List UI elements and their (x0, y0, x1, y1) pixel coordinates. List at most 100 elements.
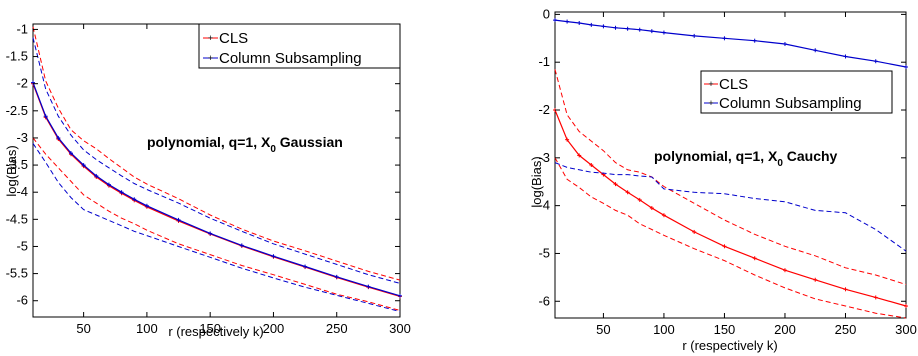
legend-label-cls: CLS (219, 30, 248, 47)
data-point-column-subsampling (56, 135, 61, 140)
data-point-column-subsampling (144, 203, 149, 208)
legend-label-column-subsampling: Column Subsampling (219, 50, 362, 67)
legend-marker-column-subsampling: + (708, 98, 713, 108)
data-point-column-subsampling (132, 197, 137, 202)
y-tick-label: 0 (543, 6, 550, 21)
annotation: polynomial, q=1, X0 Cauchy (654, 148, 838, 169)
series-layer (31, 26, 402, 313)
data-point-column-subsampling (843, 54, 848, 59)
data-point-column-subsampling (94, 173, 99, 178)
data-point-column-subsampling (577, 20, 582, 25)
data-point-column-subsampling (176, 217, 181, 222)
series-line-column-subsampling (554, 19, 907, 68)
y-tick-label: -4 (538, 198, 550, 213)
data-point-column-subsampling (208, 231, 213, 236)
data-point-cls (565, 137, 570, 142)
legend-box (700, 70, 893, 114)
legend-label-column-subsampling: Column Subsampling (719, 95, 862, 112)
right-plot: 50 100 150 200 250 300 -6 -5 -4 -3 -2 -1 0 r (respec… (529, 6, 917, 353)
x-axis-label: r (respectively k) (682, 338, 777, 353)
data-point-column-subsampling (565, 19, 570, 24)
annotation-tail: Gaussian (276, 134, 343, 150)
data-point-cls (692, 229, 697, 234)
series-line-bound-3-dashed (554, 157, 907, 319)
y-tick-label: -4 (16, 184, 28, 199)
data-point-column-subsampling (68, 151, 73, 156)
annotation-subscript: 0 (270, 144, 276, 155)
y-tick-label: -2 (538, 102, 550, 117)
data-point-column-subsampling (722, 36, 727, 41)
y-tick-label: -2.5 (6, 103, 28, 118)
y-tick-label: -3 (538, 150, 550, 165)
x-tick-label: 150 (199, 321, 221, 336)
axis-layer: 50 100 150 200 250 300 -6 -5 -4 -3 -2 -1 0 (538, 6, 916, 337)
legend-marker-cls: + (708, 79, 713, 89)
x-tick-label: 100 (136, 321, 158, 336)
x-axis-label: r (respectively k) (168, 324, 263, 339)
x-tick-label: 300 (895, 322, 917, 337)
plot-area-frame (32, 23, 401, 318)
data-point-column-subsampling (661, 30, 666, 35)
data-point-column-subsampling (119, 190, 124, 195)
data-point-column-subsampling (553, 18, 557, 23)
data-point-column-subsampling (239, 243, 244, 248)
x-tick-label: 300 (389, 321, 411, 336)
data-point-cls (577, 153, 582, 158)
x-tick-label: 200 (774, 322, 796, 337)
y-tick-label: -2 (16, 76, 28, 91)
data-point-column-subsampling (873, 59, 878, 64)
data-point-column-subsampling (782, 42, 787, 47)
y-axis-label: log(Bias) (4, 145, 19, 196)
data-point-column-subsampling (904, 64, 908, 69)
data-point-column-subsampling (303, 264, 308, 269)
data-point-column-subsampling (81, 163, 86, 168)
axis-layer: 50 100 150 200 250 300 -6 -5.5 -5 -4.5 -4 -3.5 -3 -2.… (6, 21, 411, 336)
x-tick-label: 200 (263, 321, 285, 336)
y-tick-label: -6 (538, 293, 550, 308)
series-layer (553, 18, 908, 319)
data-point-column-subsampling (43, 114, 48, 119)
data-point-cls (613, 182, 618, 187)
y-tick-label: -3.5 (6, 157, 28, 172)
y-tick-label: -5.5 (6, 266, 28, 281)
y-axis-label: log(Bias) (529, 156, 544, 207)
y-tick-label: -5 (16, 238, 28, 253)
legend-box (198, 23, 401, 69)
data-point-cls (782, 268, 787, 273)
series-line-bound-5-dashed (32, 143, 401, 313)
legend-marker-column-subsampling: + (208, 53, 213, 63)
data-point-cls (873, 295, 878, 300)
data-point-cls (589, 163, 594, 167)
data-point-column-subsampling (625, 26, 630, 31)
series-line-bound-2-dashed (32, 26, 401, 281)
data-point-column-subsampling (692, 33, 697, 38)
annotation: polynomial, q=1, X0 Gaussian (147, 134, 343, 155)
legend-marker-cls: + (208, 33, 213, 43)
series-line-bound-4-dashed (32, 137, 401, 311)
data-point-column-subsampling (752, 38, 757, 43)
annotation-subscript: 0 (777, 158, 783, 169)
x-tick-label: 250 (326, 321, 348, 336)
legend: + CLS + Column Subsampling (198, 23, 401, 69)
series-line-column-subsampling (32, 82, 401, 297)
series-line-bound-2-dashed (554, 69, 907, 285)
series-line-cls (554, 109, 907, 307)
x-tick-label: 150 (714, 322, 736, 337)
data-point-column-subsampling (649, 29, 654, 34)
data-point-cls (649, 206, 654, 211)
data-point-column-subsampling (271, 254, 276, 259)
y-tick-label: -1.5 (6, 49, 28, 64)
data-point-column-subsampling (589, 22, 594, 27)
data-point-cls (661, 213, 666, 218)
data-point-column-subsampling (637, 27, 642, 32)
data-point-cls (722, 244, 727, 249)
data-point-cls (813, 277, 818, 282)
annotation-main: polynomial, q=1, X (654, 148, 778, 164)
annotation-main: polynomial, q=1, X (147, 134, 271, 150)
x-tick-label: 250 (835, 322, 857, 337)
data-point-column-subsampling (106, 182, 111, 187)
data-point-column-subsampling (334, 274, 339, 279)
legend-label-cls: CLS (719, 76, 748, 93)
data-point-column-subsampling (398, 293, 402, 298)
